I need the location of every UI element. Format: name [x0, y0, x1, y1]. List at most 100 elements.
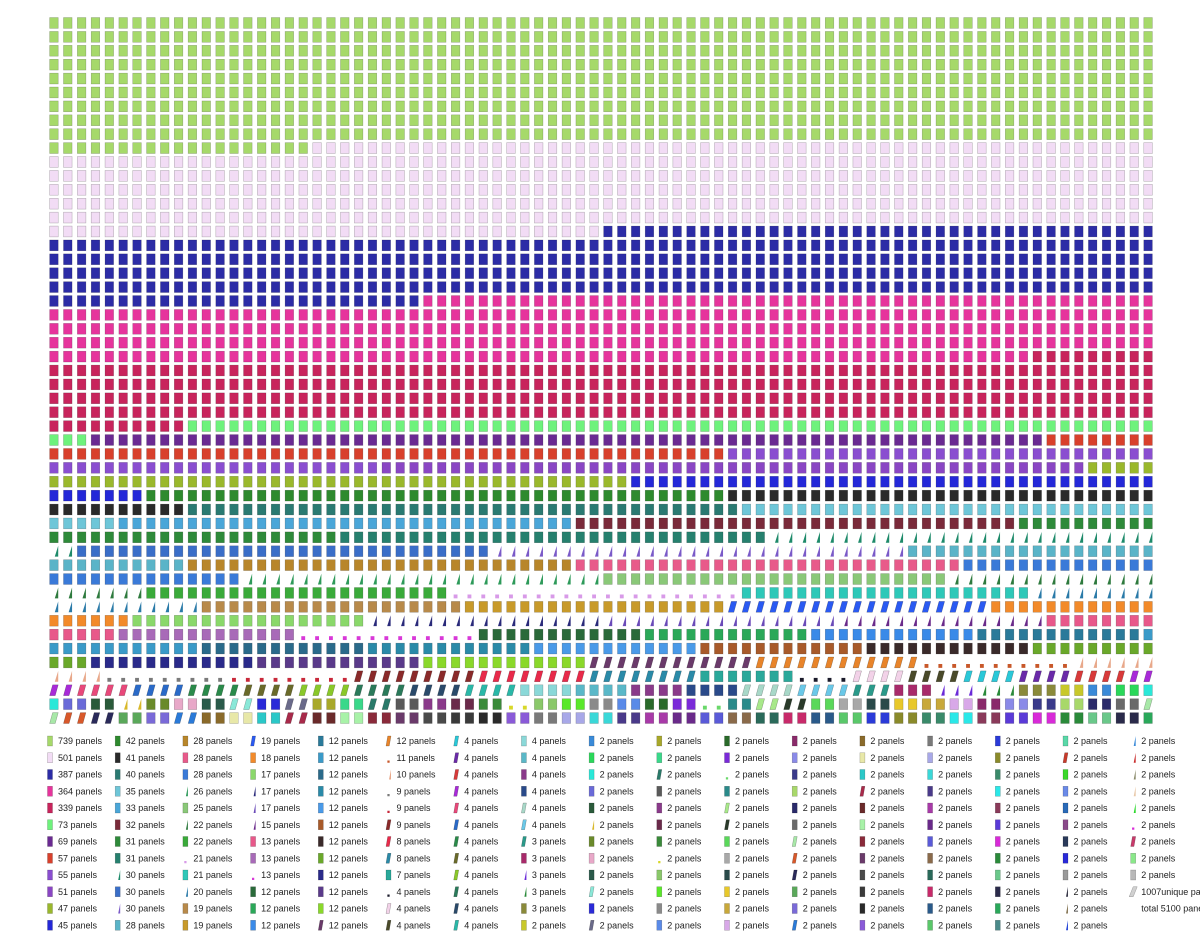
waffle-cell — [409, 86, 419, 99]
waffle-cell — [229, 434, 239, 446]
waffle-cell — [1129, 670, 1139, 683]
legend-swatch — [521, 819, 527, 830]
waffle-cell — [395, 170, 405, 182]
waffle-cell — [1005, 114, 1015, 126]
waffle-cell — [340, 698, 350, 710]
waffle-cell — [464, 364, 474, 377]
legend-label: 32 panels — [126, 820, 166, 830]
waffle-cell — [451, 309, 461, 321]
waffle-cell — [811, 142, 821, 154]
waffle-cell — [201, 156, 211, 168]
waffle-cell — [451, 503, 461, 516]
waffle-cell — [1018, 378, 1028, 391]
waffle-cell — [838, 420, 848, 432]
waffle-cell — [1088, 350, 1098, 363]
waffle-cell — [243, 45, 253, 57]
waffle-cell — [1129, 364, 1139, 377]
waffle-cell — [409, 545, 419, 557]
waffle-cell — [257, 531, 267, 543]
waffle-cell — [243, 281, 253, 293]
waffle-cell — [437, 378, 447, 391]
waffle-cell — [77, 545, 87, 557]
waffle-cell — [423, 434, 433, 446]
waffle-cell — [686, 573, 696, 585]
waffle-cell — [783, 239, 793, 252]
waffle-cell — [838, 100, 848, 113]
waffle-cell — [963, 267, 973, 279]
waffle-cell — [243, 239, 253, 252]
waffle-cell — [561, 211, 571, 224]
waffle-cell — [437, 184, 447, 196]
waffle-cell — [769, 378, 779, 391]
waffle-cell — [312, 489, 322, 502]
waffle-cell — [631, 295, 641, 307]
waffle-cell — [284, 392, 294, 404]
legend-label: 7 panels — [397, 870, 432, 880]
waffle-cell — [520, 489, 530, 502]
waffle-cell — [104, 267, 114, 279]
waffle-cell — [1018, 420, 1028, 432]
waffle-cell — [783, 114, 793, 126]
waffle-cell — [506, 337, 516, 349]
waffle-cell — [146, 45, 156, 57]
waffle-cell — [534, 100, 544, 113]
waffle-cell — [520, 531, 530, 543]
waffle-cell — [908, 489, 918, 502]
waffle-cell — [492, 323, 502, 335]
waffle-cell — [783, 628, 793, 641]
waffle-cell — [326, 517, 336, 530]
waffle-cell — [437, 503, 447, 516]
waffle-cell — [728, 225, 738, 238]
waffle-cell — [575, 58, 585, 71]
waffle-cell — [284, 17, 294, 29]
legend-swatch — [927, 836, 933, 847]
waffle-cell — [866, 45, 876, 57]
waffle-cell — [104, 58, 114, 71]
waffle-cell — [894, 198, 904, 210]
waffle-cell — [539, 615, 543, 627]
waffle-cell — [691, 545, 696, 557]
waffle-cell — [340, 503, 350, 516]
waffle-cell — [963, 184, 973, 196]
waffle-cell — [608, 615, 613, 627]
legend-swatch — [1133, 752, 1136, 763]
waffle-cell — [49, 281, 59, 293]
waffle-cell — [395, 253, 405, 265]
waffle-cell — [395, 656, 405, 669]
waffle-cell — [534, 406, 544, 418]
waffle-cell — [567, 573, 571, 585]
waffle-cell — [852, 100, 862, 113]
waffle-cell — [326, 58, 336, 71]
legend-label: 2 panels — [870, 770, 905, 780]
waffle-cell — [492, 281, 502, 293]
waffle-cell — [534, 211, 544, 224]
legend-label: 12 panels — [329, 786, 369, 796]
waffle-cell — [1107, 657, 1111, 668]
waffle-cell — [797, 58, 807, 71]
waffle-cell — [824, 170, 835, 182]
waffle-cell — [963, 142, 973, 154]
waffle-cell — [354, 378, 364, 391]
waffle-cell — [49, 531, 59, 543]
waffle-cell — [118, 31, 128, 43]
waffle-cell — [201, 573, 211, 585]
waffle-cell — [367, 448, 378, 460]
waffle-cell — [395, 712, 405, 724]
waffle-cell — [1115, 364, 1125, 377]
waffle-cell — [132, 184, 142, 196]
legend-swatch — [1133, 803, 1136, 813]
waffle-cell — [77, 642, 87, 655]
waffle-cell — [90, 406, 101, 418]
waffle-cell — [963, 364, 973, 377]
waffle-cell — [1046, 31, 1056, 43]
waffle-cell — [398, 636, 403, 641]
waffle-cell — [547, 17, 558, 29]
waffle-cell — [561, 337, 571, 349]
waffle-cell — [520, 378, 530, 391]
waffle-cell — [617, 712, 627, 724]
waffle-cell — [894, 239, 904, 252]
legend-swatch — [859, 735, 866, 747]
waffle-cell — [935, 517, 945, 530]
waffle-cell — [284, 58, 294, 71]
legend-label: 2 panels — [1006, 920, 1041, 930]
